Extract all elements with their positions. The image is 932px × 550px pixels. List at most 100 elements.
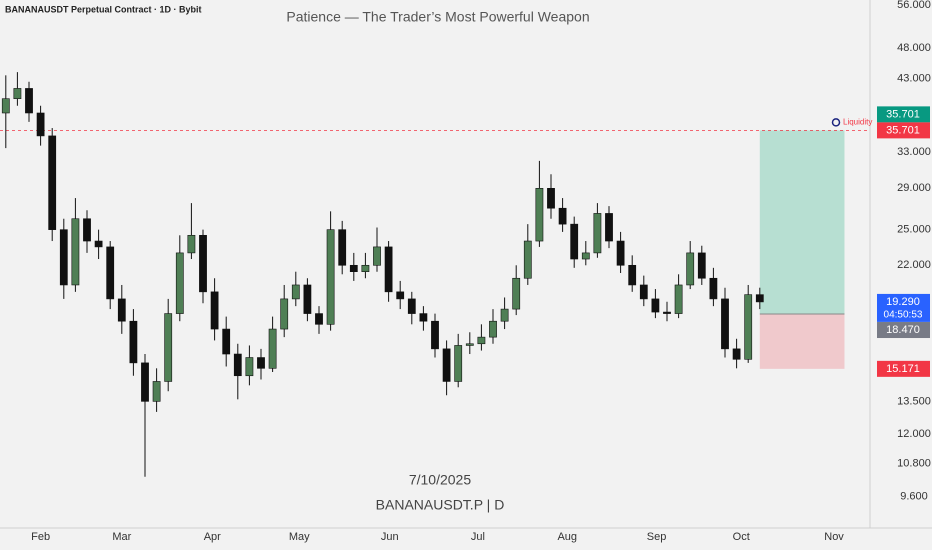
- watermark-date: 7/10/2025: [409, 472, 471, 488]
- candle-body: [117, 298, 126, 322]
- candle-body: [651, 298, 660, 313]
- candle-body: [326, 229, 335, 325]
- price-tag-label: 19.290: [886, 296, 920, 308]
- candle-body: [558, 207, 567, 225]
- y-tick-label: 25.000: [897, 224, 931, 236]
- y-tick-label: 29.000: [897, 182, 931, 194]
- candle-body: [489, 320, 497, 338]
- candle-body: [686, 252, 695, 286]
- candle-body: [697, 252, 706, 279]
- candle-body: [25, 88, 33, 114]
- candle-body: [199, 234, 207, 293]
- target-zone: [759, 130, 845, 315]
- header: BANANAUSDT Perpetual Contract · 1D · Byb…: [5, 4, 202, 14]
- x-tick-label: Oct: [733, 531, 750, 543]
- candle-body: [500, 308, 509, 322]
- x-tick-label: Feb: [31, 531, 50, 543]
- candle-body: [315, 313, 323, 325]
- liquidity-label: Liquidity: [843, 117, 872, 126]
- price-tag-label: 15.171: [886, 363, 920, 375]
- candle-body: [616, 240, 625, 266]
- candle-body: [164, 313, 173, 382]
- candle-body: [13, 88, 22, 99]
- liquidity-icon: [831, 118, 841, 127]
- candle-body: [419, 313, 428, 322]
- candle-body: [709, 277, 718, 300]
- candle-body: [465, 343, 474, 346]
- price-tag: [877, 322, 930, 339]
- candle-body: [361, 264, 370, 272]
- price-tag: [877, 106, 930, 123]
- candle-body: [663, 311, 671, 314]
- candle-body: [535, 188, 544, 242]
- candle-body: [257, 357, 265, 369]
- y-tick-label: 22.000: [897, 259, 931, 271]
- candle-body: [338, 229, 347, 266]
- candle-body: [373, 246, 381, 266]
- candle-body: [1, 98, 10, 114]
- x-tick-label: Apr: [204, 531, 221, 543]
- x-tick-label: May: [289, 531, 310, 543]
- price-tag: [877, 122, 930, 139]
- plot: Liquidity: [0, 72, 872, 477]
- candle-body: [674, 284, 683, 314]
- candle-body: [280, 298, 289, 330]
- candle-body: [48, 135, 57, 230]
- candle-body: [639, 284, 648, 300]
- candle-body: [755, 294, 764, 303]
- x-tick-label: Sep: [647, 531, 667, 543]
- candle-body: [744, 294, 753, 360]
- x-tick-label: Nov: [824, 531, 844, 543]
- countdown: 04:50:53: [884, 310, 923, 321]
- candle-body: [431, 320, 439, 350]
- candle-body: [442, 348, 451, 382]
- candle-body: [36, 112, 45, 137]
- candle-body: [71, 218, 80, 286]
- y-tick-label: 56.000: [897, 0, 931, 11]
- x-tick-label: Jul: [471, 531, 485, 543]
- price-tag-label: 35.701: [886, 108, 920, 120]
- candle-body: [732, 348, 741, 360]
- candle-body: [268, 328, 277, 369]
- candle-body: [407, 298, 416, 314]
- candle-body: [291, 284, 300, 300]
- candle-body: [384, 246, 393, 293]
- y-tick-label: 9.600: [900, 490, 928, 502]
- price-tag-label: 18.470: [886, 324, 920, 336]
- candle-body: [628, 264, 637, 286]
- candle-body: [454, 345, 463, 382]
- candle-body: [141, 362, 149, 402]
- candle-body: [94, 240, 103, 248]
- chart-title: Patience — The Trader’s Most Powerful We…: [286, 9, 589, 25]
- watermark-symbol: BANANAUSDT.P | D: [376, 497, 505, 513]
- candle-body: [547, 188, 555, 209]
- candle-body: [570, 223, 579, 260]
- candle-body: [245, 357, 254, 377]
- candle-body: [349, 264, 358, 272]
- candle-body: [233, 353, 242, 377]
- candle-body: [152, 381, 161, 402]
- price-tag-label: 35.701: [886, 124, 920, 136]
- candle-body: [523, 240, 532, 279]
- candle-body: [175, 252, 184, 314]
- y-tick-label: 33.000: [897, 146, 931, 158]
- price-tag: [877, 360, 930, 377]
- candle-body: [605, 213, 613, 242]
- candle-body: [512, 277, 521, 310]
- y-tick-label: 10.800: [897, 457, 931, 469]
- candle-body: [129, 320, 138, 364]
- stop-zone: [759, 314, 845, 369]
- candle-body: [187, 234, 196, 254]
- candle-body: [303, 284, 312, 314]
- candle-body: [210, 291, 219, 330]
- x-tick-label: Jun: [381, 531, 399, 543]
- candle-body: [396, 291, 405, 300]
- candle-body: [83, 218, 91, 242]
- candle-body: [106, 246, 115, 300]
- price-tag: [877, 293, 930, 322]
- x-tick-label: Mar: [112, 531, 131, 543]
- y-tick-label: 12.000: [897, 428, 931, 440]
- y-tick-label: 13.500: [897, 395, 931, 407]
- candle-body: [721, 298, 729, 350]
